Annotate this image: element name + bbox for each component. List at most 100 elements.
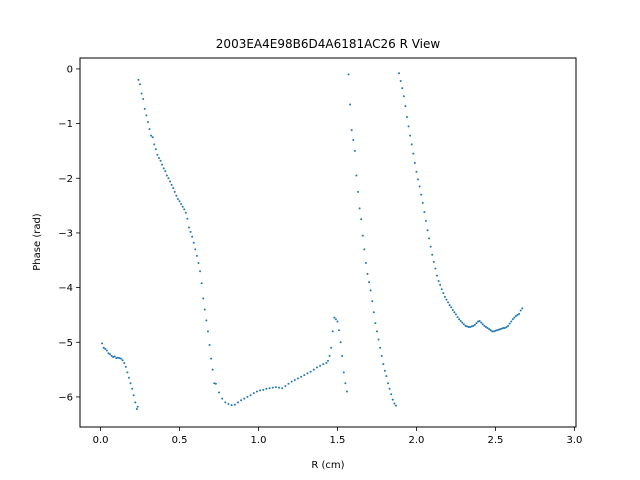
data-point xyxy=(325,362,328,365)
data-point xyxy=(390,393,393,396)
data-point xyxy=(159,159,162,162)
data-point xyxy=(458,318,461,321)
data-point xyxy=(462,323,465,326)
data-point xyxy=(448,304,451,307)
data-point xyxy=(191,235,194,238)
data-point xyxy=(252,392,255,395)
data-point xyxy=(421,201,424,204)
data-point xyxy=(333,316,336,319)
data-point xyxy=(131,387,134,390)
data-point xyxy=(407,125,410,128)
data-point xyxy=(352,139,355,141)
data-point xyxy=(296,377,299,380)
data-point xyxy=(322,363,325,366)
data-point xyxy=(164,170,167,173)
data-point xyxy=(162,167,165,170)
data-point xyxy=(200,282,203,285)
data-point xyxy=(134,401,137,404)
data-point xyxy=(154,148,157,151)
data-point xyxy=(456,316,459,319)
data-point xyxy=(157,157,160,160)
data-point xyxy=(442,292,445,295)
data-point xyxy=(278,386,281,389)
data-point xyxy=(472,324,475,327)
data-point xyxy=(175,194,178,197)
data-point xyxy=(387,382,390,385)
y-tick-label: 0 xyxy=(67,64,73,75)
data-point xyxy=(151,136,154,139)
data-point xyxy=(255,390,258,393)
data-point xyxy=(169,180,172,183)
data-point xyxy=(287,382,290,385)
x-tick-label: 0.0 xyxy=(93,435,109,446)
data-point xyxy=(385,375,388,378)
data-point xyxy=(426,229,429,232)
data-point xyxy=(110,354,113,357)
data-point xyxy=(349,103,352,106)
data-point xyxy=(377,338,380,341)
data-point xyxy=(113,355,116,358)
data-point xyxy=(500,327,503,330)
data-point xyxy=(451,309,454,312)
data-point xyxy=(357,190,360,193)
data-point xyxy=(399,79,402,82)
data-point xyxy=(435,274,438,277)
data-point xyxy=(107,352,110,355)
data-point xyxy=(139,83,142,86)
data-point xyxy=(265,387,268,390)
data-point xyxy=(161,163,164,166)
data-point xyxy=(445,298,448,301)
x-tick-label: 2.0 xyxy=(409,435,425,446)
data-points xyxy=(101,72,524,410)
data-point xyxy=(150,134,153,137)
chart-title: 2003EA4E98B6D4A6181AC26 R View xyxy=(216,37,441,51)
data-point xyxy=(224,401,227,404)
data-point xyxy=(115,357,118,360)
data-point xyxy=(341,354,344,357)
data-point xyxy=(432,260,435,263)
data-point xyxy=(206,330,209,333)
data-point xyxy=(243,397,246,400)
data-point xyxy=(440,288,443,291)
data-point xyxy=(429,245,432,248)
data-point xyxy=(394,404,397,407)
data-point xyxy=(513,316,516,319)
data-point xyxy=(202,297,205,300)
y-tick-label: −2 xyxy=(58,174,73,185)
data-point xyxy=(410,143,413,146)
data-point xyxy=(146,120,149,123)
data-point xyxy=(466,325,469,328)
data-point xyxy=(336,320,339,323)
data-point xyxy=(355,174,358,177)
data-point xyxy=(210,357,213,360)
y-axis-label: Phase (rad) xyxy=(32,213,43,271)
data-point xyxy=(214,382,217,385)
data-point xyxy=(382,363,385,366)
y-tick-label: −5 xyxy=(58,338,73,349)
data-point xyxy=(461,321,464,324)
data-point xyxy=(300,375,303,378)
data-point xyxy=(371,300,374,303)
data-point xyxy=(132,394,135,397)
data-point xyxy=(464,324,467,327)
data-point xyxy=(181,205,184,208)
data-point xyxy=(388,387,391,390)
x-tick-label: 0.5 xyxy=(172,435,188,446)
data-point xyxy=(189,230,192,233)
data-point xyxy=(116,356,119,359)
data-point xyxy=(470,325,473,328)
data-point xyxy=(176,198,179,201)
data-point xyxy=(105,349,108,352)
data-point xyxy=(372,311,375,314)
data-point xyxy=(459,319,462,322)
data-point xyxy=(488,328,491,331)
data-point xyxy=(195,254,198,257)
x-tick-label: 1.0 xyxy=(251,435,267,446)
data-point xyxy=(393,402,396,405)
data-point xyxy=(136,405,139,408)
data-point xyxy=(167,177,170,180)
data-point xyxy=(521,307,524,310)
data-point xyxy=(118,357,121,360)
data-point xyxy=(192,241,195,244)
